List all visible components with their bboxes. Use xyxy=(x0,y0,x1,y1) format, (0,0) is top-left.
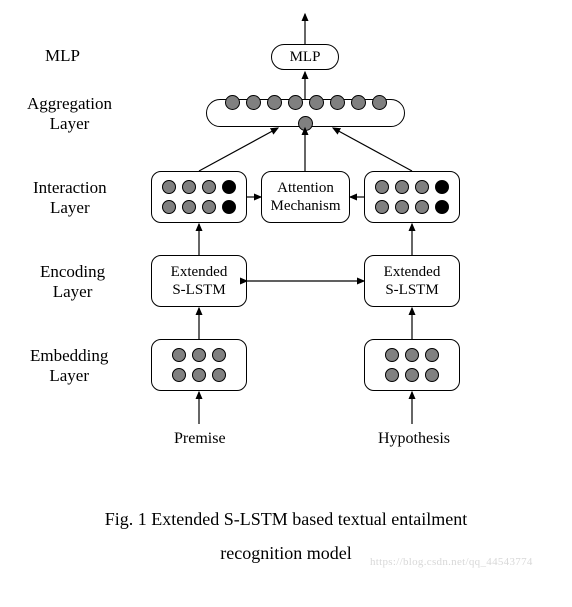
dot xyxy=(385,368,399,382)
box-mlp: MLP xyxy=(271,44,339,70)
dot xyxy=(372,95,387,110)
dot xyxy=(162,200,176,214)
label-aggregation: Aggregation Layer xyxy=(27,94,112,135)
box-encoding-left-text: Extended S-LSTM xyxy=(171,263,228,299)
dot xyxy=(435,200,449,214)
box-embedding-right xyxy=(364,339,460,391)
dot xyxy=(395,180,409,194)
input-label-hypothesis: Hypothesis xyxy=(378,430,450,448)
box-encoding-right: Extended S-LSTM xyxy=(364,255,460,307)
dot xyxy=(202,200,216,214)
dot xyxy=(192,368,206,382)
box-aggregation xyxy=(206,99,405,127)
watermark: https://blog.csdn.net/qq_44543774 xyxy=(370,556,533,568)
box-attention-text: Attention Mechanism xyxy=(271,179,341,215)
dot xyxy=(435,180,449,194)
box-encoding-right-text: Extended S-LSTM xyxy=(384,263,441,299)
caption-line1: Fig. 1 Extended S-LSTM based textual ent… xyxy=(105,509,467,529)
dot xyxy=(375,200,389,214)
dot xyxy=(172,348,186,362)
dot xyxy=(222,200,236,214)
box-mlp-text: MLP xyxy=(290,48,321,66)
dot xyxy=(425,348,439,362)
dot xyxy=(182,200,196,214)
dot xyxy=(182,180,196,194)
dot xyxy=(351,95,366,110)
dot xyxy=(375,180,389,194)
dot xyxy=(395,200,409,214)
dot xyxy=(212,368,226,382)
label-mlp: MLP xyxy=(45,46,80,66)
box-interaction-left xyxy=(151,171,247,223)
dot xyxy=(202,180,216,194)
caption-line2: recognition model xyxy=(220,543,351,563)
box-attention: Attention Mechanism xyxy=(261,171,350,223)
dot xyxy=(385,348,399,362)
diagram-stage: MLP Aggregation Layer Interaction Layer … xyxy=(0,0,572,607)
label-encoding: Encoding Layer xyxy=(40,262,105,303)
box-encoding-left: Extended S-LSTM xyxy=(151,255,247,307)
dot xyxy=(192,348,206,362)
label-interaction: Interaction Layer xyxy=(33,178,107,219)
dot xyxy=(222,180,236,194)
dot xyxy=(298,116,313,131)
dot xyxy=(267,95,282,110)
dot xyxy=(246,95,261,110)
box-embedding-left xyxy=(151,339,247,391)
dot xyxy=(405,348,419,362)
dot xyxy=(212,348,226,362)
input-label-premise: Premise xyxy=(174,430,226,448)
dot xyxy=(225,95,240,110)
dot xyxy=(162,180,176,194)
dot xyxy=(415,200,429,214)
box-interaction-right xyxy=(364,171,460,223)
dot xyxy=(415,180,429,194)
dot xyxy=(172,368,186,382)
label-embedding: Embedding Layer xyxy=(30,346,108,387)
dot xyxy=(405,368,419,382)
dot xyxy=(309,95,324,110)
dot xyxy=(330,95,345,110)
dot xyxy=(425,368,439,382)
dot xyxy=(288,95,303,110)
